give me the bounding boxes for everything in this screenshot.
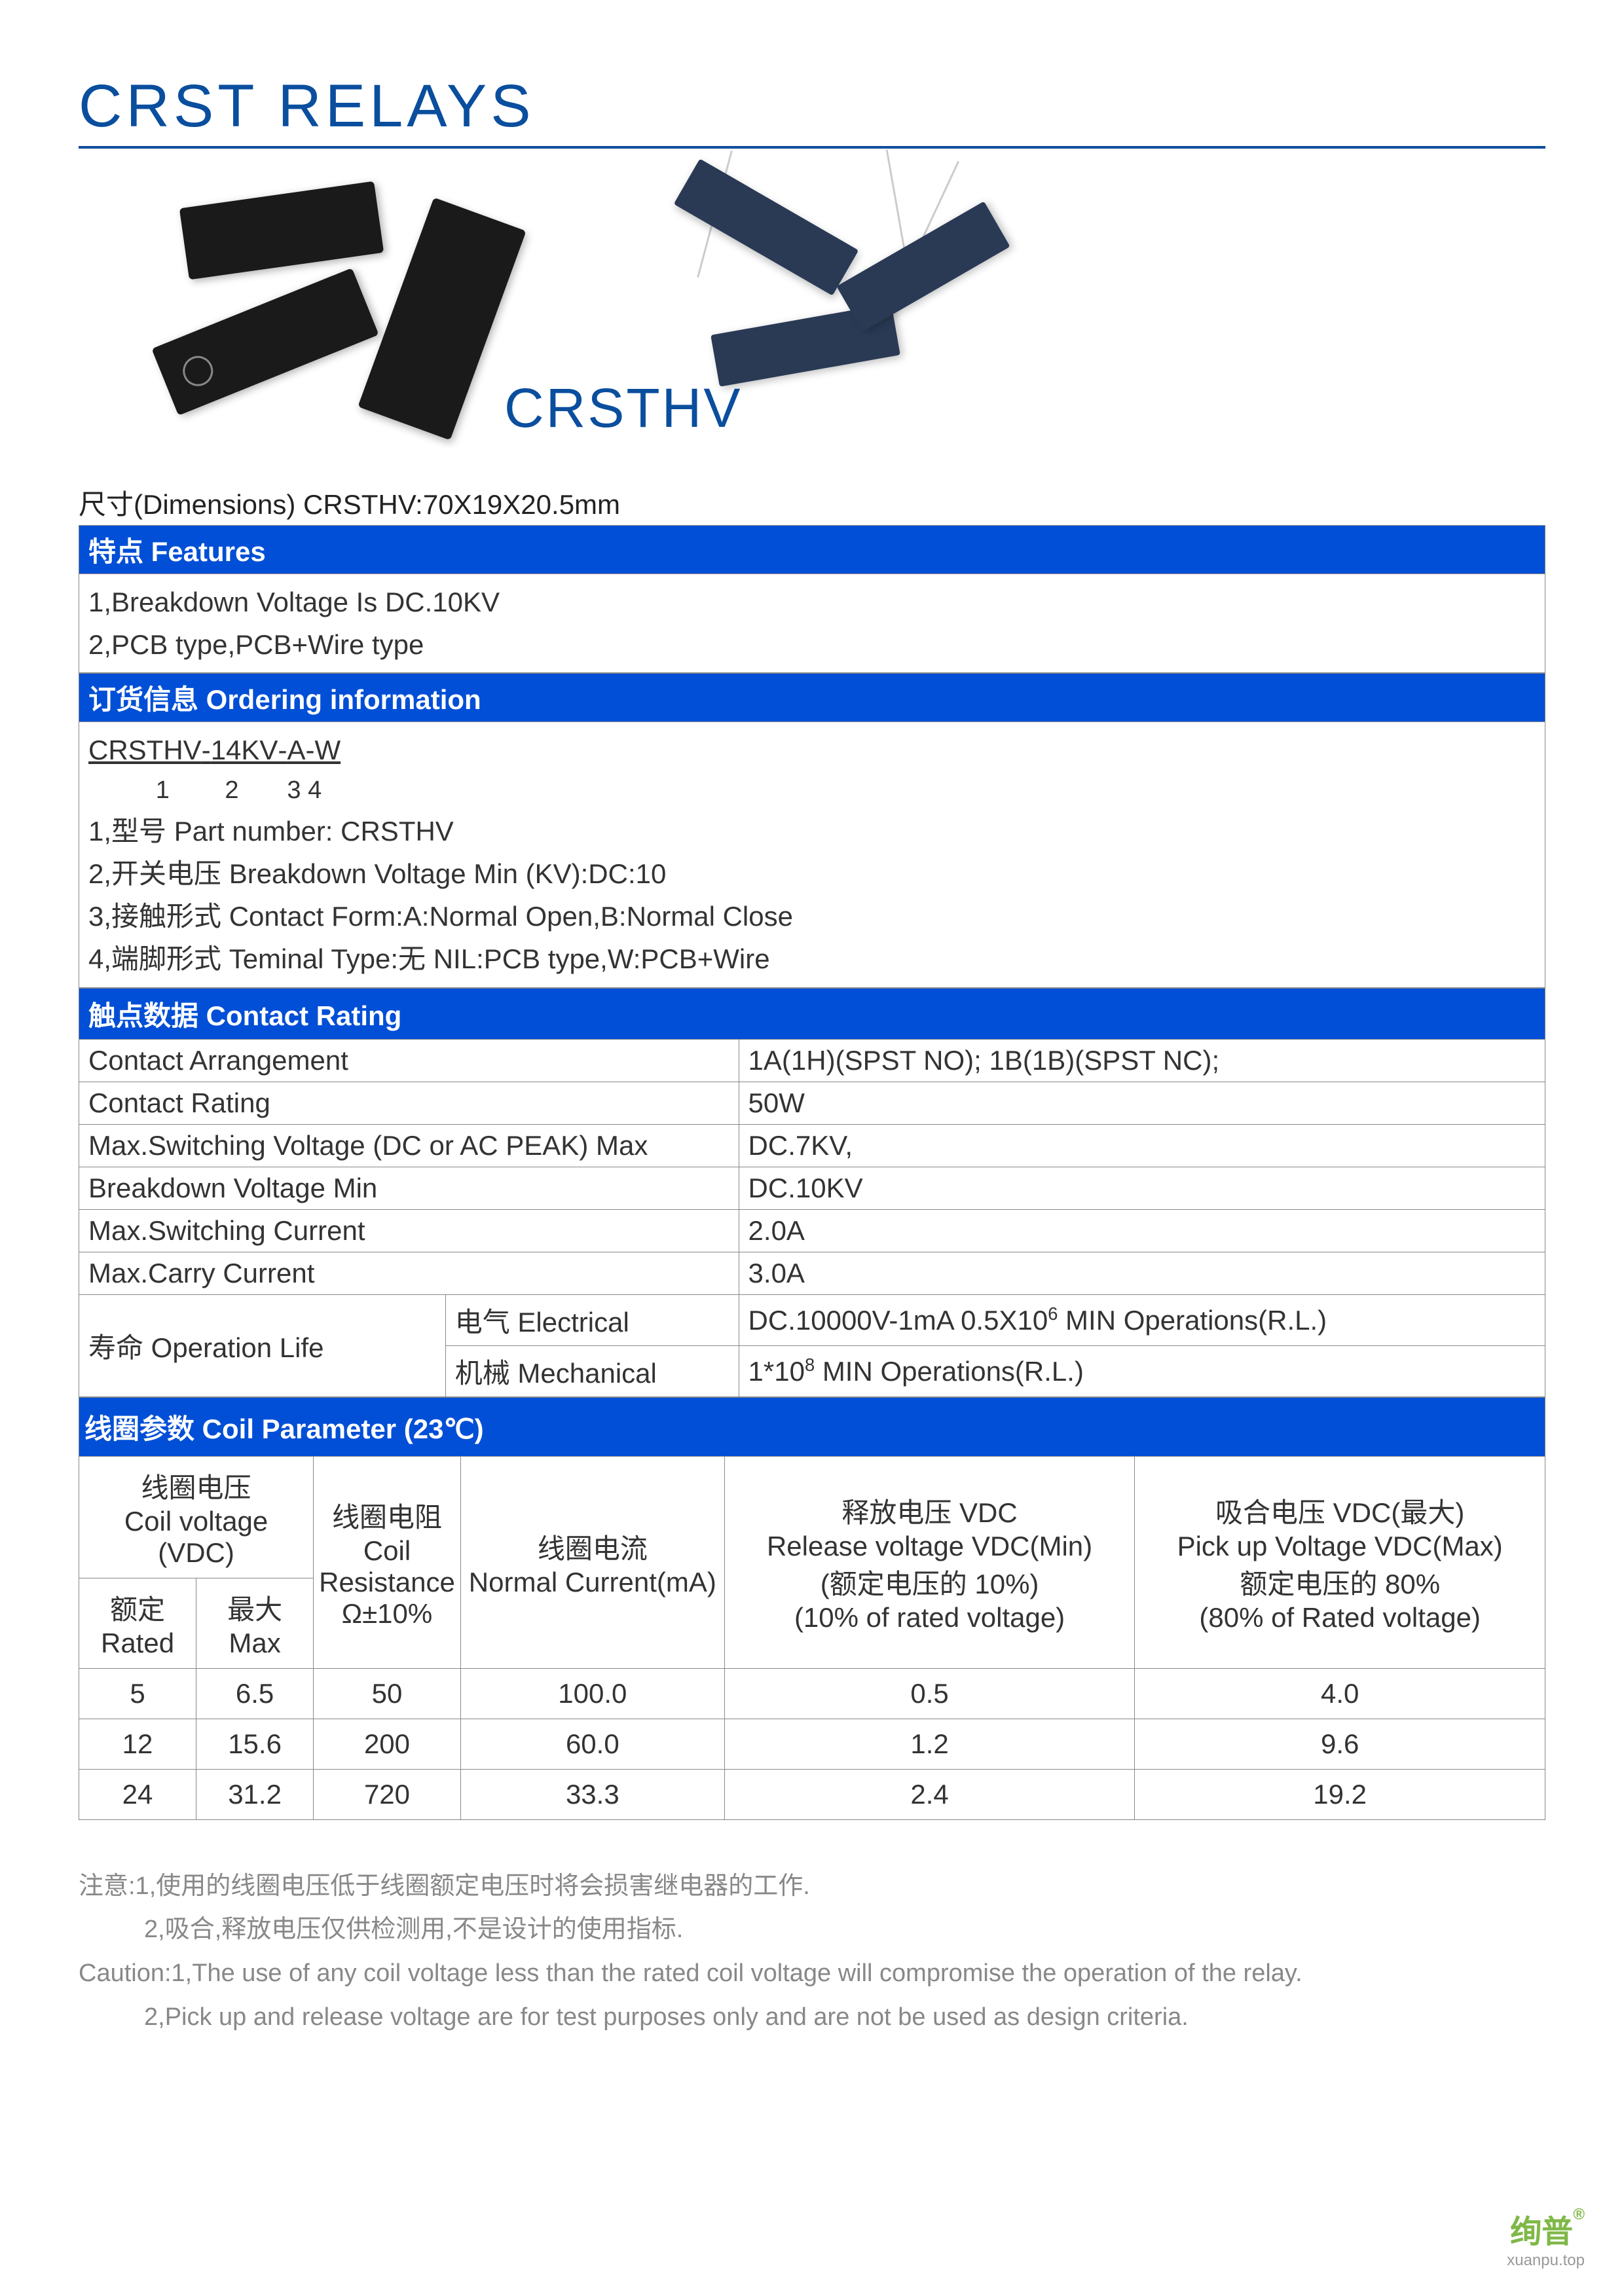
- coil-data-row: 5 6.5 50 100.0 0.5 4.0: [79, 1668, 1545, 1719]
- coil-data-row: 12 15.6 200 60.0 1.2 9.6: [79, 1719, 1545, 1769]
- features-header: 特点 Features: [79, 525, 1545, 574]
- ordering-header: 订货信息 Ordering information: [79, 673, 1545, 722]
- product-images: CRSTHV: [118, 175, 1545, 450]
- page-title: CRST RELAYS: [79, 72, 1545, 149]
- coil-header-row: 线圈电压 Coil voltage (VDC) 线圈电阻 Coil Resist…: [79, 1456, 1545, 1578]
- table-row: Contact Rating50W: [79, 1082, 1545, 1124]
- features-body: 1,Breakdown Voltage Is DC.10KV 2,PCB typ…: [79, 574, 1545, 673]
- ordering-item: 1,型号 Part number: CRSTHV: [88, 810, 1536, 852]
- table-row: Max.Carry Current3.0A: [79, 1252, 1545, 1294]
- features-line: 2,PCB type,PCB+Wire type: [88, 623, 1536, 666]
- contact-rating-table: 触点数据 Contact Rating Contact Arrangement1…: [79, 988, 1545, 1397]
- table-row: Max.Switching Voltage (DC or AC PEAK) Ma…: [79, 1124, 1545, 1167]
- coil-header: 线圈参数 Coil Parameter (23℃): [79, 1397, 1545, 1456]
- product-image-wire: [622, 188, 1015, 437]
- product-image-pcb: CRSTHV: [118, 188, 544, 437]
- code-part: W: [314, 729, 341, 771]
- electrical-value: DC.10000V-1mA 0.5X106 MIN Operations(R.L…: [739, 1294, 1545, 1345]
- coil-parameter-table: 线圈参数 Coil Parameter (23℃) 线圈电压 Coil volt…: [79, 1397, 1545, 1820]
- ordering-index-row: 1 2 3 4: [88, 771, 1536, 810]
- ordering-item: 3,接触形式 Contact Form:A:Normal Open,B:Norm…: [88, 895, 1536, 938]
- code-part: CRSTHV: [88, 729, 202, 771]
- table-row: Contact Arrangement1A(1H)(SPST NO); 1B(1…: [79, 1039, 1545, 1082]
- dimensions-text: 尺寸(Dimensions) CRSTHV:70X19X20.5mm: [79, 483, 1545, 522]
- mechanical-value: 1*108 MIN Operations(R.L.): [739, 1345, 1545, 1396]
- ordering-code: CRSTHV-14KV-A-W: [88, 729, 1536, 771]
- code-part: A: [287, 729, 305, 771]
- footer-logo: 绚普® xuanpu.top: [1507, 2206, 1585, 2270]
- note-line: Caution:1,The use of any coil voltage le…: [79, 1953, 1545, 1994]
- table-row: Max.Switching Current2.0A: [79, 1209, 1545, 1252]
- note-line: 2,Pick up and release voltage are for te…: [79, 1997, 1545, 2038]
- code-part: 14KV: [211, 729, 278, 771]
- ordering-item: 4,端脚形式 Teminal Type:无 NIL:PCB type,W:PCB…: [88, 938, 1536, 980]
- note-line: 2,吸合,释放电压仅供检测用,不是设计的使用指标.: [79, 1909, 1545, 1950]
- coil-data-row: 24 31.2 720 33.3 2.4 19.2: [79, 1769, 1545, 1819]
- ordering-item: 2,开关电压 Breakdown Voltage Min (KV):DC:10: [88, 852, 1536, 895]
- table-row: Breakdown Voltage MinDC.10KV: [79, 1167, 1545, 1209]
- notes-section: 注意:1,使用的线圈电压低于线圈额定电压时将会损害继电器的工作. 2,吸合,释放…: [79, 1866, 1545, 2038]
- note-line: 注意:1,使用的线圈电压低于线圈额定电压时将会损害继电器的工作.: [79, 1866, 1545, 1907]
- ordering-body: CRSTHV-14KV-A-W 1 2 3 4 1,型号 Part number…: [79, 722, 1545, 987]
- table-row: 寿命 Operation Life 电气 Electrical DC.10000…: [79, 1294, 1545, 1345]
- features-line: 1,Breakdown Voltage Is DC.10KV: [88, 581, 1536, 623]
- contact-rating-header: 触点数据 Contact Rating: [79, 988, 1545, 1039]
